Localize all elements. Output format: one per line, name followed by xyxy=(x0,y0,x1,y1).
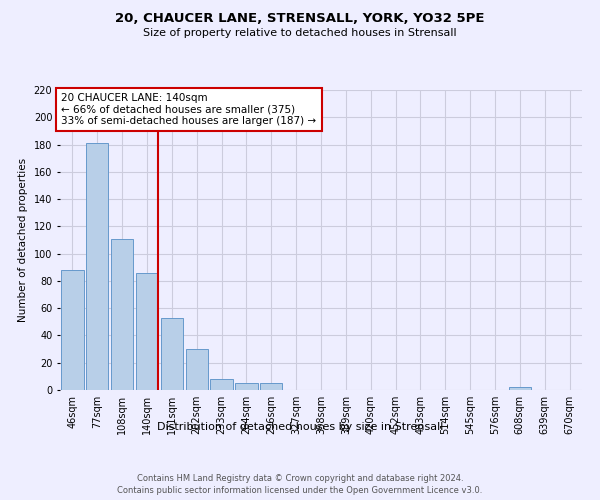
Bar xyxy=(111,238,133,390)
Bar xyxy=(260,383,283,390)
Text: Contains public sector information licensed under the Open Government Licence v3: Contains public sector information licen… xyxy=(118,486,482,495)
Text: 20 CHAUCER LANE: 140sqm
← 66% of detached houses are smaller (375)
33% of semi-d: 20 CHAUCER LANE: 140sqm ← 66% of detache… xyxy=(61,92,316,126)
Bar xyxy=(509,388,531,390)
Bar xyxy=(136,272,158,390)
Bar xyxy=(211,379,233,390)
Bar xyxy=(185,349,208,390)
Bar xyxy=(86,143,109,390)
Bar xyxy=(235,383,257,390)
Text: Distribution of detached houses by size in Strensall: Distribution of detached houses by size … xyxy=(157,422,443,432)
Text: Size of property relative to detached houses in Strensall: Size of property relative to detached ho… xyxy=(143,28,457,38)
Bar xyxy=(61,270,83,390)
Bar xyxy=(161,318,183,390)
Text: 20, CHAUCER LANE, STRENSALL, YORK, YO32 5PE: 20, CHAUCER LANE, STRENSALL, YORK, YO32 … xyxy=(115,12,485,26)
Y-axis label: Number of detached properties: Number of detached properties xyxy=(18,158,28,322)
Text: Contains HM Land Registry data © Crown copyright and database right 2024.: Contains HM Land Registry data © Crown c… xyxy=(137,474,463,483)
